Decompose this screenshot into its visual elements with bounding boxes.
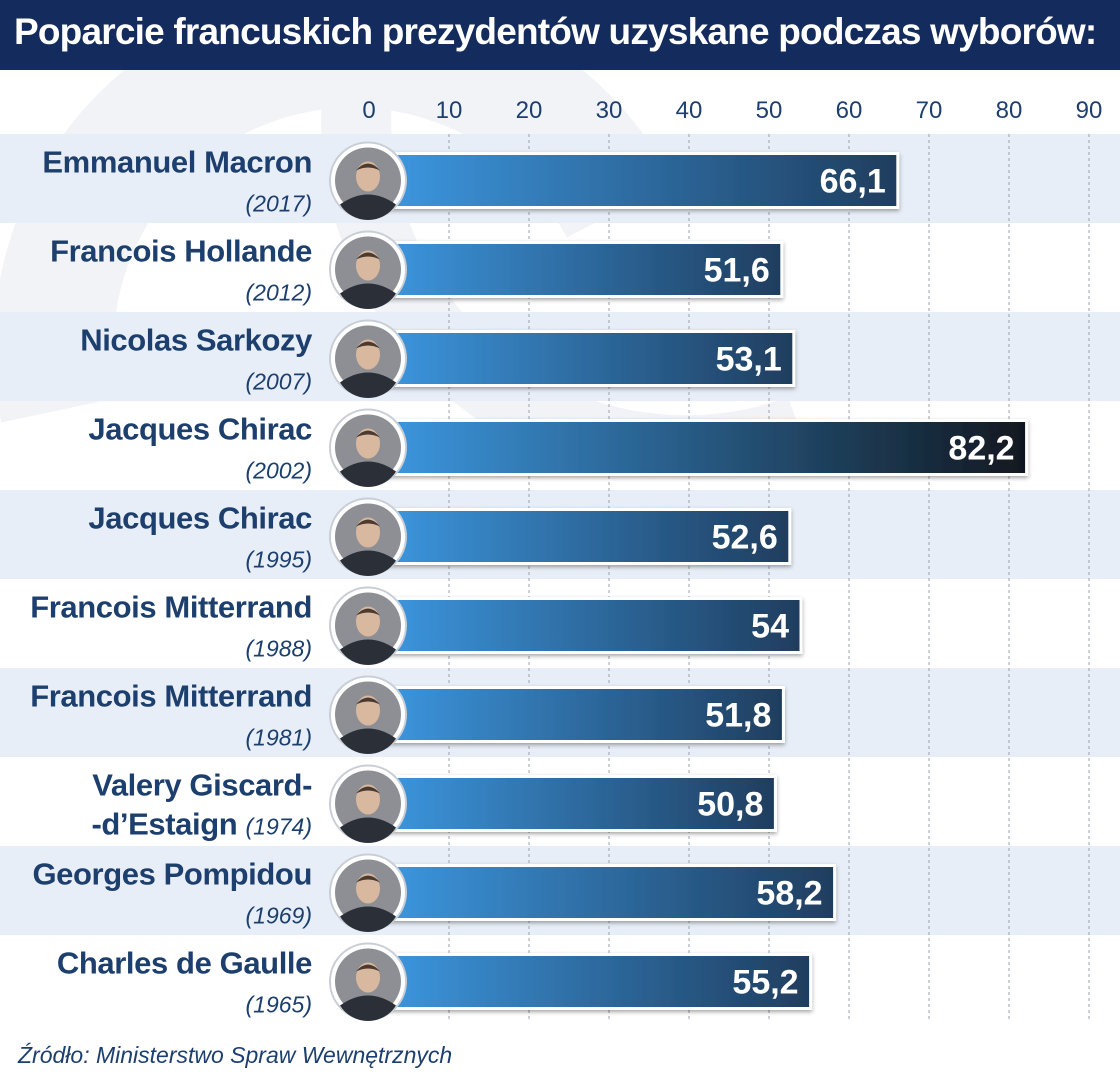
x-tick-label: 0 [362, 97, 375, 124]
president-portrait [329, 942, 407, 1022]
avatar-hair [356, 252, 380, 260]
president-name: Jacques Chirac [88, 501, 312, 536]
president-name-line2: -d’Estaign (1974) [91, 807, 312, 842]
president-name: Jacques Chirac [88, 412, 312, 447]
avatar-shoulders [340, 283, 396, 310]
avatar-face [356, 695, 380, 726]
bar-chart: 0 10 20 30 40 50 60 70 80 90 66,1 51,6 53,1 82,2 52,6… [0, 97, 1120, 1022]
president-name: Charles de Gaulle [57, 946, 312, 981]
avatar-hair [356, 430, 380, 438]
avatar-shoulders [340, 906, 396, 933]
avatar-face [356, 161, 380, 192]
avatar-hair [356, 519, 380, 527]
president-portrait [329, 764, 407, 844]
avatar-face [356, 873, 380, 904]
avatar-hair [356, 786, 380, 794]
avatar-face [356, 428, 380, 459]
president-portrait [329, 853, 407, 933]
president-portrait [329, 141, 407, 221]
president-name: Emmanuel Macron [42, 145, 312, 180]
bar [367, 508, 792, 565]
avatar-shoulders [340, 550, 396, 577]
president-portrait [329, 230, 407, 310]
x-tick-label: 70 [916, 97, 943, 124]
president-portrait [329, 408, 407, 488]
election-year: (2002) [246, 458, 312, 484]
election-year: (1969) [246, 903, 312, 929]
bar [367, 953, 813, 1010]
x-tick-label: 90 [1076, 97, 1103, 124]
x-tick-label: 40 [676, 97, 703, 124]
president-name: Nicolas Sarkozy [80, 323, 313, 358]
avatar-shoulders [340, 194, 396, 221]
x-tick-label: 50 [756, 97, 783, 124]
president-name: Francois Mitterrand [30, 590, 312, 625]
x-tick-label: 30 [596, 97, 623, 124]
x-tick-label: 20 [516, 97, 543, 124]
bar-value-label: 82,2 [948, 430, 1014, 468]
president-name: Georges Pompidou [32, 857, 312, 892]
president-portrait [329, 497, 407, 577]
avatar-face [356, 250, 380, 281]
avatar-shoulders [340, 817, 396, 844]
avatar-face [356, 606, 380, 637]
bar-value-label: 51,6 [704, 252, 770, 290]
president-name: Francois Hollande [50, 234, 312, 269]
bar-value-label: 53,1 [716, 341, 782, 379]
x-tick-label: 80 [996, 97, 1023, 124]
avatar-face [356, 339, 380, 370]
election-year: (2007) [246, 369, 312, 395]
bar-value-label: 58,2 [756, 875, 822, 913]
chart-header: Poparcie francuskich prezydentów uzyskan… [0, 0, 1120, 70]
avatar-hair [356, 163, 380, 171]
bar [367, 419, 1029, 476]
avatar-face [356, 517, 380, 548]
president-name: Valery Giscard- [92, 768, 312, 803]
source-note: Źródło: Ministerstwo Spraw Wewnętrznych [18, 1042, 453, 1068]
president-name: Francois Mitterrand [30, 679, 312, 714]
avatar-face [356, 962, 380, 993]
bar-value-label: 55,2 [732, 964, 798, 1002]
avatar-hair [356, 608, 380, 616]
x-tick-label: 10 [436, 97, 463, 124]
bar [367, 152, 900, 209]
avatar-shoulders [340, 461, 396, 488]
president-name-cont: -d’Estaign [91, 807, 245, 842]
avatar-face [356, 784, 380, 815]
avatar-shoulders [340, 372, 396, 399]
election-year: (1974) [246, 814, 312, 840]
bar-value-label: 52,6 [712, 519, 778, 557]
election-year: (2012) [246, 280, 312, 306]
election-year: (1995) [246, 547, 312, 573]
election-year: (1988) [246, 636, 312, 662]
president-portrait [329, 586, 407, 666]
bar [367, 864, 837, 921]
bar-value-label: 54 [751, 608, 789, 646]
bar [367, 597, 803, 654]
chart-title: Poparcie francuskich prezydentów uzyskan… [14, 11, 1097, 52]
bar-value-label: 51,8 [705, 697, 771, 735]
avatar-shoulders [340, 995, 396, 1022]
avatar-hair [356, 964, 380, 972]
x-tick-label: 60 [836, 97, 863, 124]
bar [367, 775, 777, 832]
avatar-hair [356, 341, 380, 349]
bar [367, 241, 784, 298]
election-year: (2017) [246, 191, 312, 217]
avatar-shoulders [340, 728, 396, 755]
election-year: (1981) [246, 725, 312, 751]
avatar-hair [356, 697, 380, 705]
election-year: (1965) [246, 992, 312, 1018]
president-portrait [329, 675, 407, 755]
bar-value-label: 66,1 [820, 163, 886, 201]
avatar-hair [356, 875, 380, 883]
president-portrait [329, 319, 407, 399]
avatar-shoulders [340, 639, 396, 666]
bar-value-label: 50,8 [697, 786, 763, 824]
